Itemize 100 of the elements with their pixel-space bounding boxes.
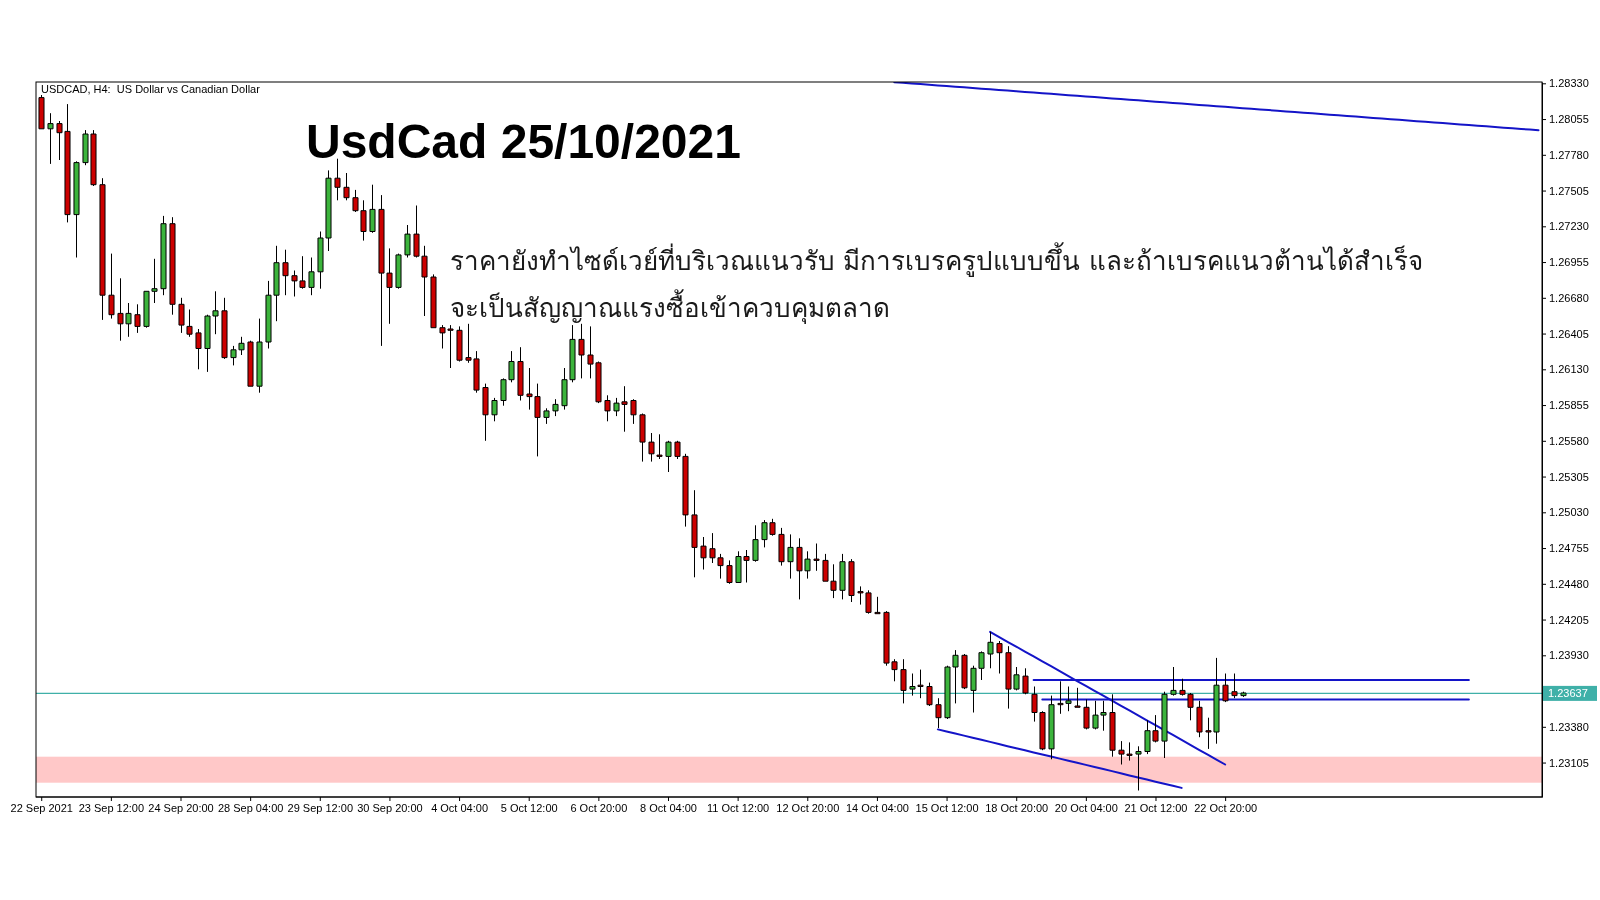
y-tick-label: 1.25855 (1549, 399, 1589, 412)
x-tick-label: 23 Sep 12:00 (78, 801, 145, 814)
x-tick-label: 4 Oct 04:00 (431, 801, 489, 814)
chart-subtitle: USDCAD, H4: US Dollar vs Canadian Dollar (41, 83, 261, 95)
candlestick (369, 184, 376, 234)
candlestick (778, 527, 785, 567)
candlestick (430, 273, 437, 329)
candlestick (604, 394, 611, 422)
y-tick-label: 1.28055 (1549, 113, 1589, 126)
x-tick-label: 14 Oct 04:00 (845, 801, 909, 814)
candlestick (813, 543, 820, 572)
x-tick-label: 8 Oct 04:00 (640, 801, 697, 814)
candlestick (178, 297, 185, 334)
y-tick-label: 1.27780 (1549, 148, 1589, 161)
candlestick (47, 112, 54, 165)
x-tick-label: 12 Oct 20:00 (776, 801, 840, 814)
y-tick-label: 1.23105 (1549, 756, 1589, 769)
candlestick (308, 257, 315, 296)
candlestick (404, 224, 411, 258)
candlestick (456, 325, 463, 362)
candlestick (73, 160, 80, 258)
candlestick (839, 553, 846, 600)
x-tick-label: 5 Oct 12:00 (500, 801, 558, 814)
candlestick (221, 297, 228, 360)
candlestick (134, 303, 141, 334)
candlestick (1161, 691, 1168, 759)
candlestick (848, 558, 855, 603)
candlestick (935, 697, 942, 729)
candlestick (996, 640, 1003, 674)
x-tick-label: 30 Sep 20:00 (357, 801, 423, 814)
candlestick (395, 253, 402, 290)
annotation: จะเป็นสัญญาณแรงซื้อเข้าควบคุมตลาด (450, 289, 890, 324)
candlestick (665, 440, 672, 473)
candlestick (1074, 687, 1081, 708)
candlestick (491, 397, 498, 422)
candlestick (108, 253, 115, 320)
y-tick-label: 1.27505 (1549, 184, 1589, 197)
candlestick (334, 158, 341, 201)
line-series (936, 728, 1183, 789)
y-tick-label: 1.25305 (1549, 470, 1589, 483)
y-tick-label: 1.24480 (1549, 577, 1589, 590)
y-tick-label: 1.27230 (1549, 220, 1589, 233)
x-tick-label: 20 Oct 04:00 (1054, 801, 1118, 814)
candlestick (482, 383, 489, 442)
candlestick (186, 309, 193, 338)
candlestick (1135, 745, 1142, 791)
y-tick-label: 1.23930 (1549, 649, 1589, 662)
candlestick (282, 249, 289, 296)
text: UsdCad 25/10/2021 (306, 115, 741, 168)
candlestick (691, 489, 698, 578)
candlestick (900, 658, 907, 704)
candlestick (343, 172, 350, 201)
candlestick (517, 346, 524, 401)
x-tick-label: 11 Oct 12:00 (707, 801, 770, 814)
x-tick-label: 24 Sep 20:00 (148, 801, 214, 814)
candlestick (787, 533, 794, 580)
y-tick-label: 1.24205 (1549, 613, 1589, 626)
candlestick (160, 215, 167, 296)
x-tick-label: 22 Oct 20:00 (1194, 801, 1258, 814)
y-tick-label: 1.26955 (1549, 256, 1589, 269)
candlestick (700, 536, 707, 570)
candlestick (961, 653, 968, 690)
candlestick (1231, 673, 1238, 699)
candlestick (648, 432, 655, 463)
x-tick-label: 15 Oct 12:00 (915, 801, 979, 814)
candlestick (1222, 673, 1229, 703)
candlestick (169, 216, 176, 316)
y-tick-label: 1.26405 (1549, 327, 1589, 340)
candlestick (38, 94, 45, 130)
candlestick (256, 318, 263, 394)
x-tick-label: 21 Oct 12:00 (1124, 801, 1188, 814)
y-tick-label: 1.23380 (1549, 720, 1589, 733)
candlestick (1048, 695, 1055, 760)
candlestick (1083, 699, 1090, 730)
candlestick (630, 398, 637, 425)
candlestick (1170, 666, 1177, 697)
candlestick (1240, 691, 1247, 698)
x-tick-label: 18 Oct 20:00 (985, 801, 1049, 814)
candlestick (578, 323, 585, 379)
y-tick-label: 1.26130 (1549, 363, 1589, 376)
y-tick-label: 1.24755 (1549, 542, 1589, 555)
y-tick-label: 1.26680 (1549, 291, 1589, 304)
candlestick (987, 631, 994, 669)
candlestick (1196, 700, 1203, 738)
candlestick (1109, 693, 1116, 758)
x-tick-label: 28 Sep 04:00 (217, 801, 284, 814)
x-tick-label: 6 Oct 20:00 (570, 801, 628, 814)
candlestick (926, 682, 933, 707)
candlestick (1022, 667, 1029, 695)
x-tick-label: 22 Sep 2021 (10, 801, 73, 814)
candlestick (752, 524, 759, 563)
candlestick (247, 340, 254, 387)
y-tick-label: 1.25030 (1549, 506, 1589, 519)
annotation: ราคายังทำไซด์เวย์ที่บริเวณแนวรับ มีการเบรครูปแบบขึ้น และถ้าเบรคแนวต้านได้สำเร็จ (450, 242, 1423, 277)
candlestick (874, 596, 881, 615)
candlestick (552, 398, 559, 417)
y-tick-label: 1.25580 (1549, 434, 1589, 447)
y-tick-label: 1.28330 (1549, 77, 1589, 90)
candlestick (656, 433, 663, 460)
x-tick-label: 29 Sep 12:00 (287, 801, 354, 814)
